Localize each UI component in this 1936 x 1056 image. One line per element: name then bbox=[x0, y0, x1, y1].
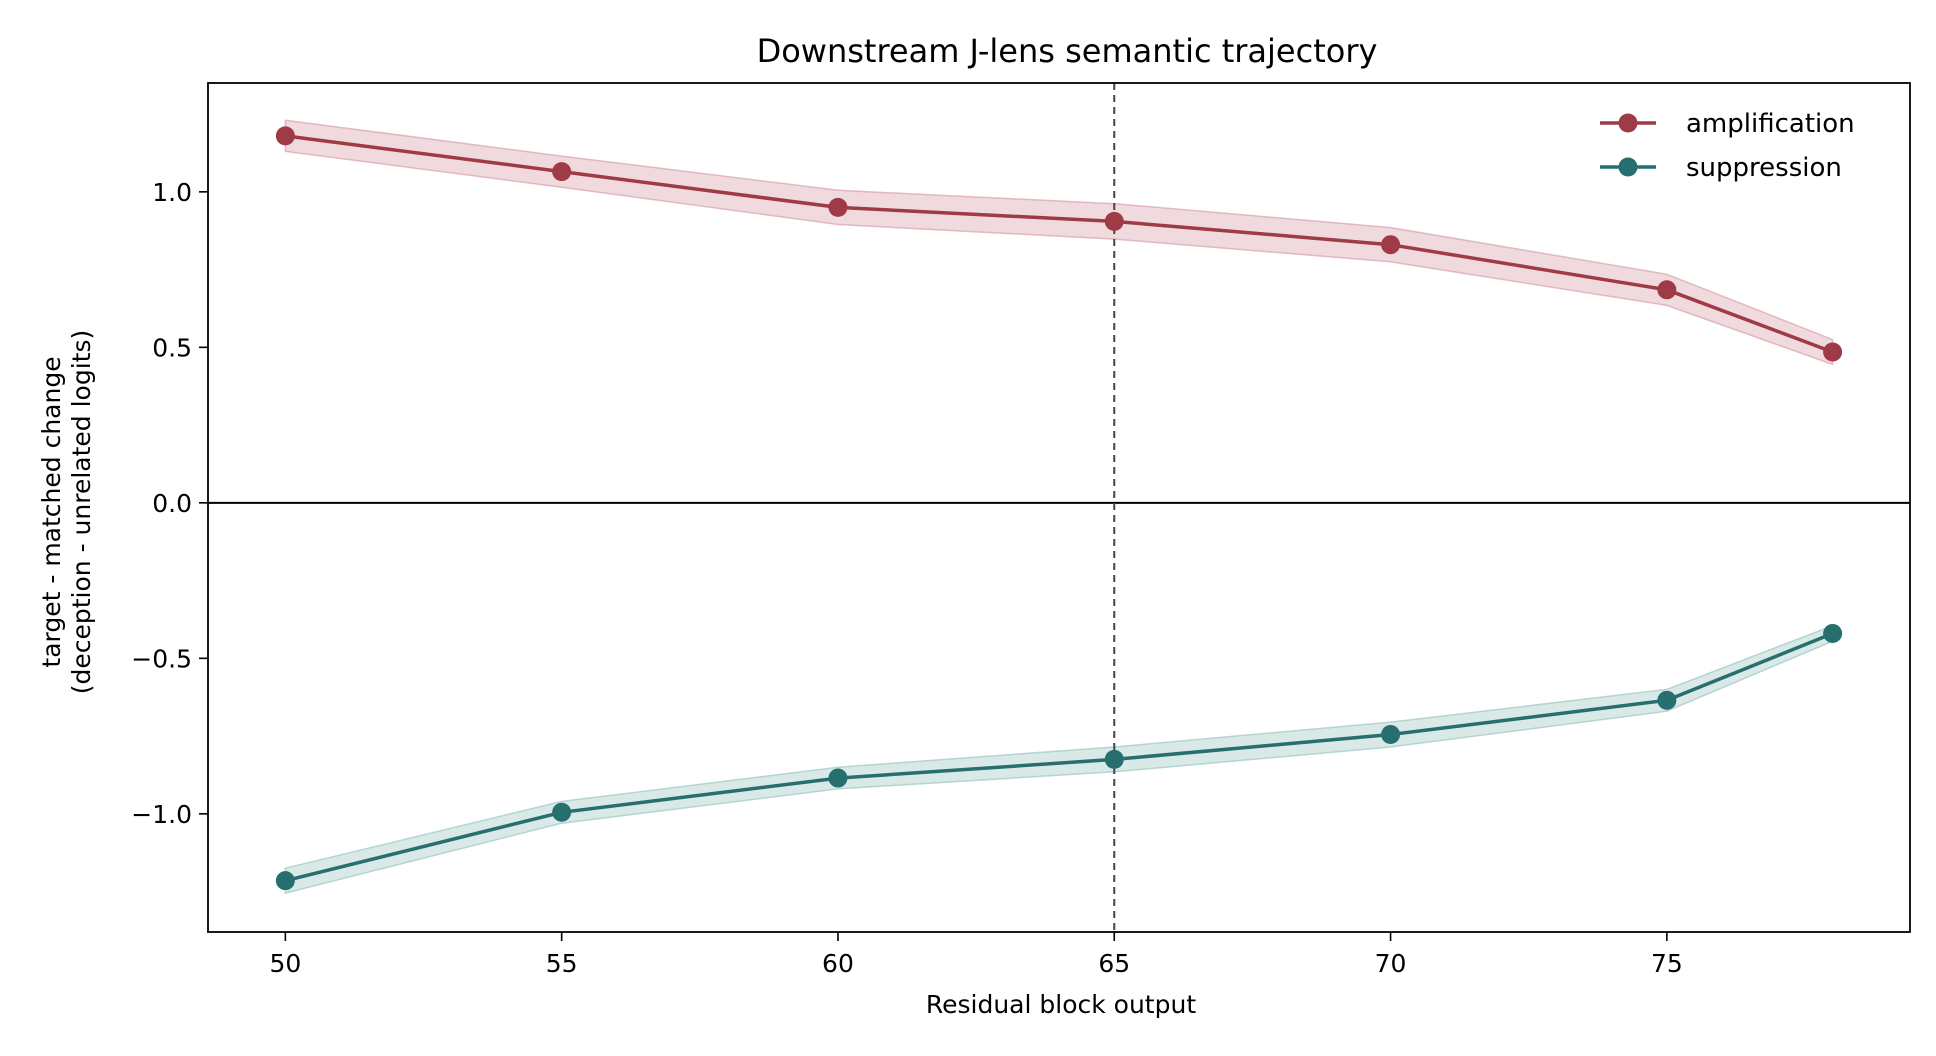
confidence-band-amplification bbox=[284, 119, 1834, 366]
data-point-suppression-78 bbox=[1823, 623, 1843, 643]
data-point-suppression-50 bbox=[275, 871, 295, 891]
x-tick-label-60: 60 bbox=[822, 949, 854, 978]
data-point-amplification-75 bbox=[1657, 280, 1677, 300]
plot-frame bbox=[207, 82, 1911, 933]
data-point-suppression-60 bbox=[828, 768, 848, 788]
x-tick-label-75: 75 bbox=[1651, 949, 1683, 978]
x-axis-label: Residual block output bbox=[926, 990, 1196, 1019]
legend-label-suppression: suppression bbox=[1686, 153, 1842, 183]
y-tick-label--0.5: −0.5 bbox=[131, 644, 192, 673]
x-tick-label-70: 70 bbox=[1375, 949, 1407, 978]
y-tick-label-1: 1.0 bbox=[152, 178, 192, 207]
y-tick-label-0: 0.0 bbox=[152, 489, 192, 518]
data-point-amplification-60 bbox=[828, 197, 848, 217]
plot-area: 50 55 60 65 70 75 −1.0 −0.5 0.0 0.5 1.0 bbox=[131, 82, 1911, 978]
data-point-amplification-65 bbox=[1104, 211, 1124, 231]
y-axis-label-line1: target - matched change bbox=[37, 356, 66, 667]
x-tick-label-65: 65 bbox=[1098, 949, 1130, 978]
legend: amplification suppression bbox=[1600, 109, 1855, 183]
x-tick-label-55: 55 bbox=[546, 949, 578, 978]
data-point-amplification-55 bbox=[552, 162, 572, 182]
data-point-suppression-70 bbox=[1381, 725, 1401, 745]
y-axis-label-group: target - matched change (deception - unr… bbox=[37, 330, 96, 695]
data-point-suppression-65 bbox=[1104, 749, 1124, 769]
legend-marker-suppression bbox=[1618, 157, 1638, 177]
x-tick-label-50: 50 bbox=[269, 949, 301, 978]
y-tick-label-0.5: 0.5 bbox=[152, 333, 192, 362]
data-point-amplification-50 bbox=[275, 126, 295, 146]
data-point-suppression-75 bbox=[1657, 690, 1677, 710]
y-axis-label-line2: (deception - unrelated logits) bbox=[67, 330, 96, 695]
data-point-amplification-70 bbox=[1381, 235, 1401, 255]
legend-marker-amplification bbox=[1618, 113, 1638, 133]
legend-label-amplification: amplification bbox=[1686, 109, 1855, 139]
y-tick-label--1: −1.0 bbox=[131, 800, 192, 829]
chart-title: Downstream J-lens semantic trajectory bbox=[757, 32, 1378, 70]
data-point-suppression-55 bbox=[552, 802, 572, 822]
data-point-amplification-78 bbox=[1823, 342, 1843, 362]
